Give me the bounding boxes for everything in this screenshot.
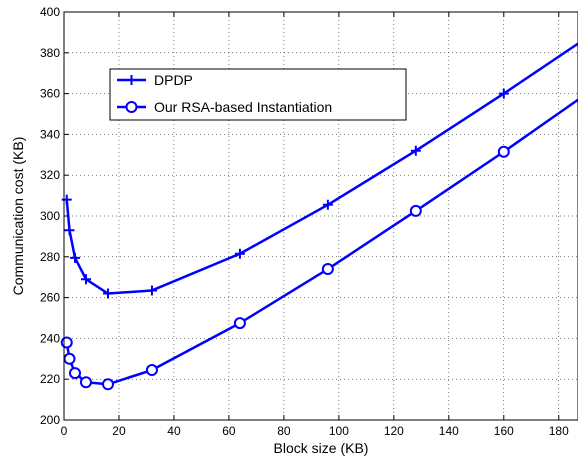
- x-tick-label: 160: [494, 424, 514, 438]
- data-point-dpdp: [102, 288, 113, 299]
- data-point-dpdp: [61, 194, 72, 205]
- x-tick-label: 60: [222, 424, 236, 438]
- x-tick-label: 120: [384, 424, 404, 438]
- data-point-rsa: [79, 376, 92, 389]
- data-point-rsa: [60, 336, 73, 349]
- legend-marker-dpdp: [126, 75, 137, 85]
- x-tick-label: 100: [329, 424, 349, 438]
- data-point-rsa: [68, 367, 81, 380]
- y-tick-label: 220: [40, 372, 60, 386]
- series-rsa: [60, 98, 578, 391]
- data-point-rsa: [409, 204, 422, 217]
- y-tick-label: 340: [40, 127, 60, 141]
- x-tick-label: 0: [61, 424, 68, 438]
- y-tick-label: 280: [40, 250, 60, 264]
- x-tick-label: 20: [112, 424, 126, 438]
- plot-frame: [63, 11, 578, 421]
- data-point-rsa: [145, 364, 158, 377]
- legend-label-dpdp: DPDP: [154, 72, 193, 88]
- legend-box: [109, 68, 407, 121]
- data-point-dpdp: [234, 248, 245, 259]
- data-point-rsa: [497, 145, 510, 158]
- legend-label-rsa: Our RSA-based Instantiation: [154, 99, 332, 115]
- x-axis-title: Block size (KB): [274, 440, 369, 456]
- x-tick-label: 80: [277, 424, 291, 438]
- data-point-rsa: [101, 378, 114, 391]
- data-point-dpdp: [498, 88, 509, 99]
- x-tick-label: 180: [549, 424, 569, 438]
- y-tick-label: 200: [40, 413, 60, 427]
- x-tick-label: 140: [439, 424, 459, 438]
- y-tick-label: 320: [40, 168, 60, 182]
- y-tick-label: 240: [40, 331, 60, 345]
- y-tick-label: 260: [40, 291, 60, 305]
- y-tick-label: 300: [40, 209, 60, 223]
- series-dpdp: [61, 42, 578, 299]
- legend-marker-rsa: [125, 101, 138, 113]
- y-axis-title: Communication cost (KB): [10, 137, 26, 296]
- axis-ticks: 0 20 40 60 80 100 120 140 160 180 200 220 240 260 280 3…: [40, 5, 569, 438]
- legend: DPDP Our RSA-based Instantiation: [109, 68, 407, 121]
- series-layer: [60, 42, 578, 391]
- y-tick-label: 380: [40, 46, 60, 60]
- data-point-dpdp: [410, 145, 421, 156]
- data-point-rsa: [233, 317, 246, 330]
- data-point-rsa: [321, 263, 334, 276]
- data-point-rsa: [63, 352, 76, 365]
- y-tick-label: 400: [40, 5, 60, 19]
- y-tick-label: 360: [40, 87, 60, 101]
- data-point-dpdp: [322, 199, 333, 210]
- data-point-dpdp: [64, 225, 75, 236]
- x-tick-label: 40: [167, 424, 181, 438]
- data-point-dpdp: [69, 252, 80, 263]
- data-point-dpdp: [146, 285, 157, 296]
- data-point-dpdp: [80, 274, 91, 285]
